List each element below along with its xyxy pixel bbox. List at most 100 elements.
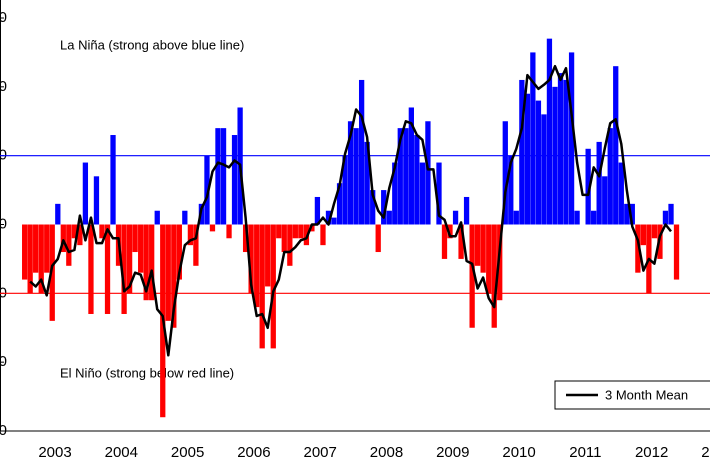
bar <box>226 224 232 239</box>
annotation: La Niña (strong above blue line) <box>60 37 244 52</box>
bar <box>143 224 149 301</box>
bar <box>88 224 94 314</box>
bar <box>303 224 310 246</box>
bar <box>281 224 287 253</box>
bar <box>358 79 365 225</box>
bar <box>673 224 680 280</box>
bar <box>602 176 608 225</box>
x-tick-label: 2009 <box>436 444 469 461</box>
bar <box>392 162 398 225</box>
bar <box>182 210 188 225</box>
bar <box>463 196 470 225</box>
bar <box>231 135 238 225</box>
bar <box>607 128 613 225</box>
bar <box>165 224 171 321</box>
bar <box>640 224 647 246</box>
y-tick-label: -30 <box>0 422 7 439</box>
bar <box>292 224 298 239</box>
bar <box>276 224 282 239</box>
bar <box>33 224 39 273</box>
bar <box>104 224 111 314</box>
bar <box>486 224 492 294</box>
bar <box>524 93 531 225</box>
bar <box>375 224 381 253</box>
bar <box>353 128 359 225</box>
bar <box>519 79 525 225</box>
bar <box>325 210 332 225</box>
bar <box>77 224 83 246</box>
bar <box>585 148 591 225</box>
bar <box>259 224 265 349</box>
bar <box>248 224 254 294</box>
bar <box>336 183 343 225</box>
bar <box>502 121 508 225</box>
y-tick-label: -20 <box>0 353 7 370</box>
x-tick-label: 2012 <box>635 444 668 461</box>
bar <box>82 162 89 225</box>
bar <box>331 217 337 225</box>
bar <box>419 162 426 225</box>
bar <box>209 224 216 232</box>
y-tick-label: 20 <box>0 78 7 95</box>
bar <box>513 210 519 225</box>
bar <box>668 203 674 225</box>
bar <box>557 73 564 225</box>
bar <box>436 162 442 225</box>
bar <box>320 224 326 246</box>
x-tick-label: 2011 <box>569 444 601 461</box>
bar <box>381 190 387 225</box>
bar <box>508 155 514 225</box>
bar <box>541 114 547 225</box>
bar <box>270 224 276 349</box>
bar <box>591 210 597 225</box>
bar <box>215 128 221 225</box>
bar <box>66 224 72 266</box>
bar <box>535 100 542 225</box>
bar <box>265 224 271 287</box>
bar <box>480 224 486 273</box>
bar <box>563 79 569 225</box>
y-tick-label: 30 <box>0 9 7 26</box>
bar <box>121 224 127 314</box>
line-series <box>29 64 672 357</box>
bar <box>530 52 536 225</box>
bar <box>254 224 260 308</box>
bar <box>187 224 194 246</box>
x-tick-label: 2013 <box>701 444 710 461</box>
bar <box>452 210 459 225</box>
x-tick-label: 2005 <box>171 444 204 461</box>
bar <box>447 224 453 239</box>
legend-label: 3 Month Mean <box>605 387 688 402</box>
bar <box>552 86 558 225</box>
bar <box>469 224 475 328</box>
x-tick-label: 2004 <box>105 444 138 461</box>
bar <box>491 224 497 328</box>
bar <box>242 224 249 253</box>
bar <box>176 224 182 280</box>
bar <box>475 224 481 266</box>
bar <box>126 224 133 294</box>
bar <box>458 224 464 259</box>
bar <box>149 224 155 301</box>
bar <box>364 141 370 225</box>
bar <box>60 224 66 253</box>
bar <box>132 224 138 253</box>
bar <box>298 224 304 239</box>
bar <box>596 141 602 225</box>
bar <box>93 176 100 225</box>
bar <box>441 224 448 259</box>
bar <box>386 210 392 225</box>
bar <box>370 190 376 225</box>
x-tick-label: 2008 <box>370 444 403 461</box>
bar <box>309 224 315 232</box>
bar <box>220 128 227 225</box>
y-tick-label: 0 <box>0 215 7 232</box>
bar <box>314 196 321 225</box>
bar <box>414 135 420 225</box>
x-tick-label: 2007 <box>304 444 337 461</box>
bar <box>138 224 144 273</box>
bar <box>574 210 580 225</box>
bar <box>38 224 44 294</box>
bar <box>22 224 28 280</box>
